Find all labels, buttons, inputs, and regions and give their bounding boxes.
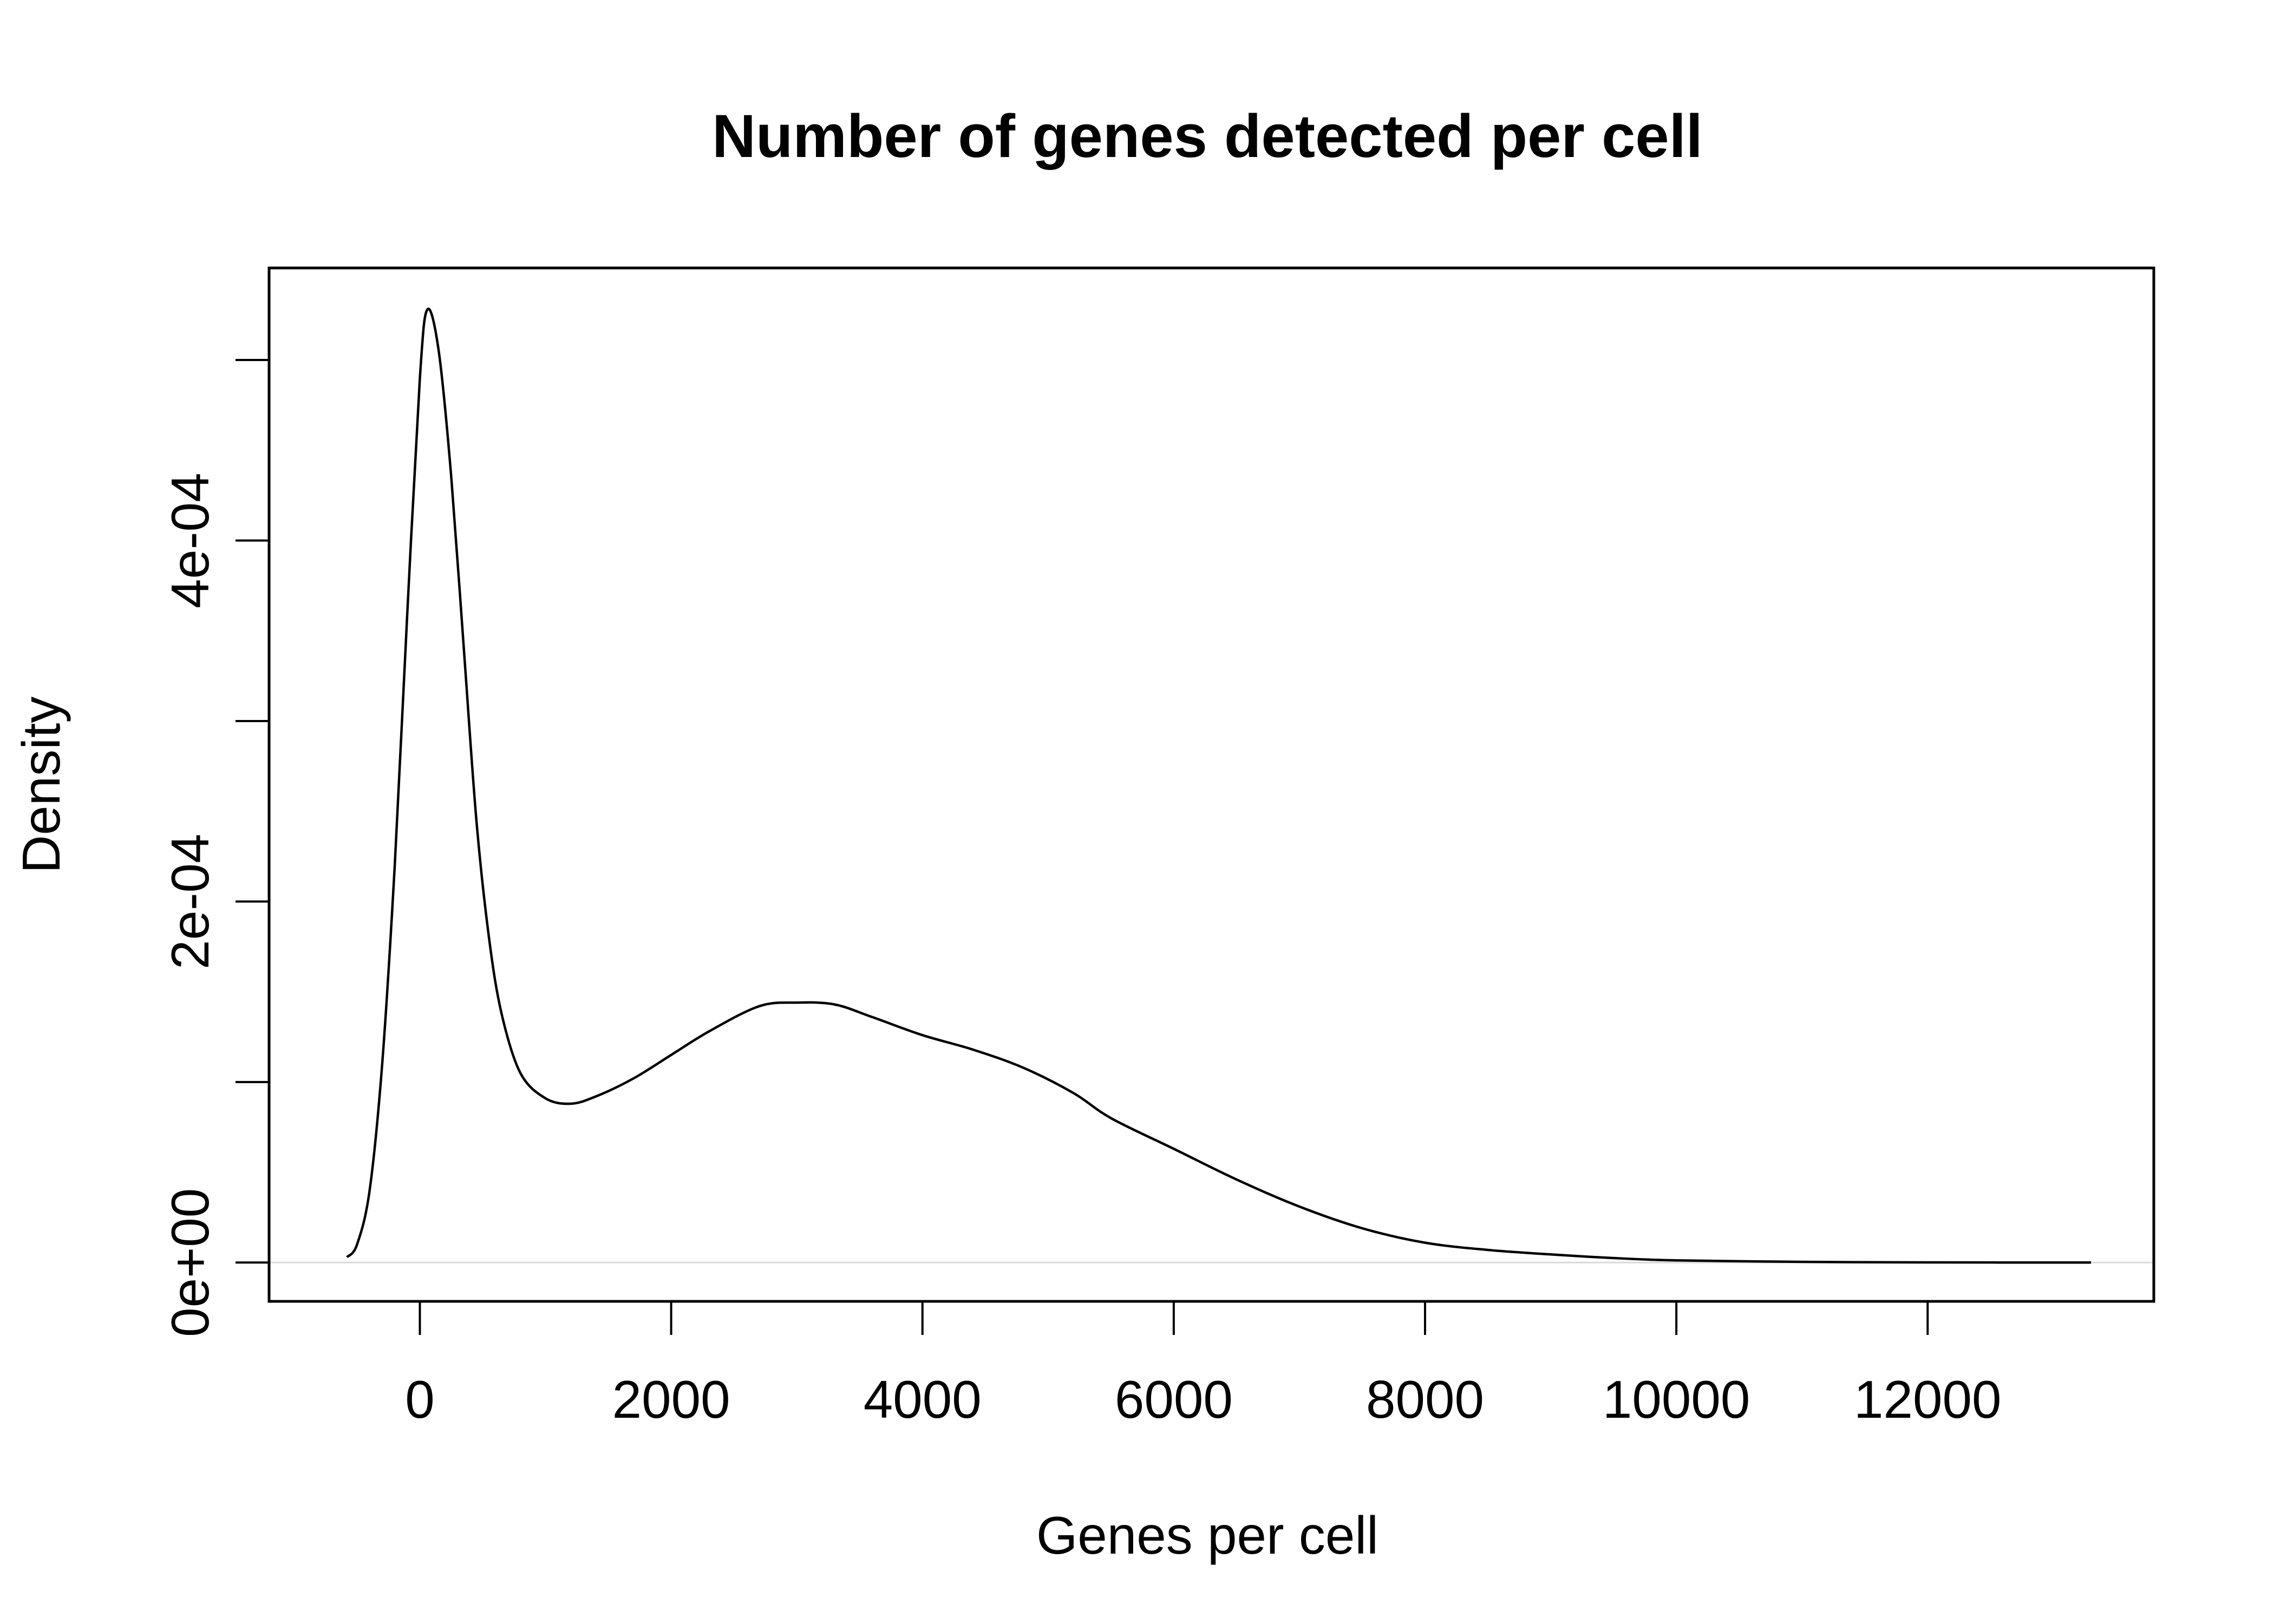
series-layer	[346, 307, 2092, 1264]
x-tick-label: 0	[405, 1370, 435, 1429]
x-tick-label: 12000	[1854, 1370, 2002, 1429]
x-axis-label: Genes per cell	[1036, 1505, 1378, 1565]
plot-frame	[267, 266, 2155, 1303]
y-axis-label: Density	[11, 697, 71, 874]
y-axis: 0e+00 2e-04 4e-04	[160, 359, 270, 1337]
y-tick-label: 0e+00	[160, 1188, 220, 1337]
x-tick-label: 6000	[1115, 1370, 1233, 1429]
density-curve	[346, 307, 2092, 1264]
x-tick-label: 10000	[1603, 1370, 1750, 1429]
y-tick-label: 2e-04	[160, 834, 220, 970]
x-tick-label: 8000	[1366, 1370, 1484, 1429]
chart-title: Number of genes detected per cell	[712, 102, 1703, 170]
y-tick-label: 4e-04	[160, 473, 220, 608]
x-axis: 0 2000 4000 6000 8000 10000 12000	[405, 1300, 2002, 1429]
x-tick-label: 2000	[612, 1370, 730, 1429]
x-tick-label: 4000	[864, 1370, 982, 1429]
